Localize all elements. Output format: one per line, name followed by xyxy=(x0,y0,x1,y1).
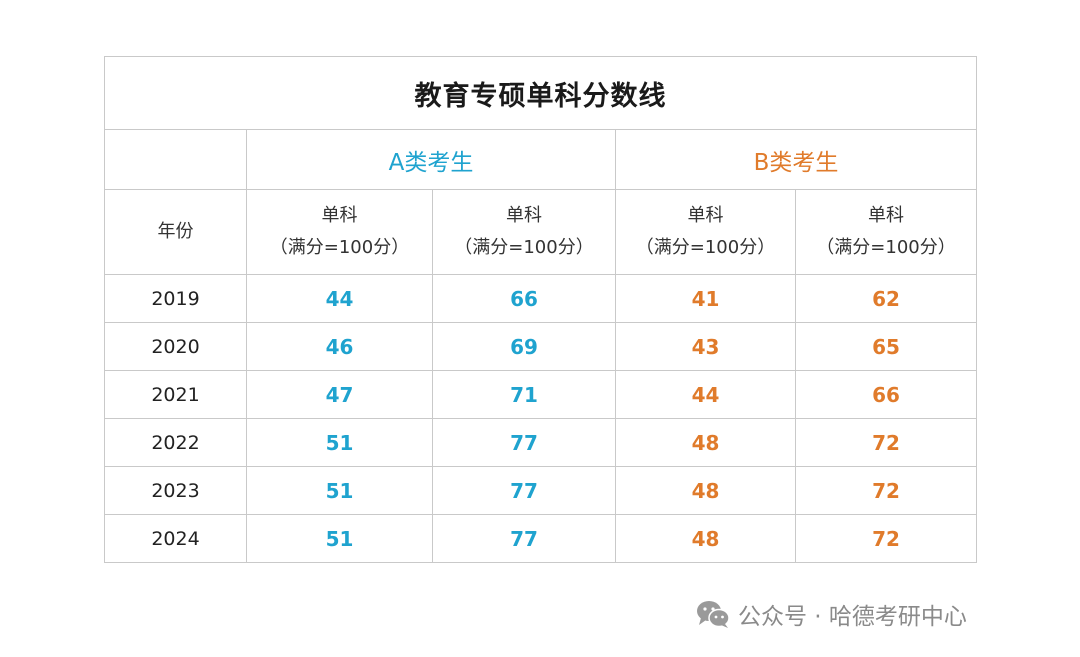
year-cell: 2024 xyxy=(104,514,247,563)
score-cell-a1: 44 xyxy=(246,274,433,323)
score-cell-a2: 77 xyxy=(432,514,616,563)
score-cell-b1: 48 xyxy=(615,418,796,467)
score-cell-b2: 65 xyxy=(794,322,978,371)
table-title: 教育专硕单科分数线 xyxy=(414,80,667,112)
table-row: 2021 47 71 44 66 xyxy=(104,370,978,419)
year-cell: 2022 xyxy=(104,418,247,467)
sub-header-b1: 单科 （满分=100分） xyxy=(615,189,796,275)
score-cell-a1: 51 xyxy=(246,466,433,515)
table-row: 2024 51 77 48 72 xyxy=(104,514,978,563)
year-cell: 2020 xyxy=(104,322,247,371)
group-header-row: A类考生 B类考生 xyxy=(104,129,978,190)
year-header-cell: 年份 xyxy=(104,189,247,275)
column-header-row: 年份 单科 （满分=100分） 单科 （满分=100分） 单科 （满分=100分… xyxy=(104,189,978,275)
score-cell-a2: 71 xyxy=(432,370,616,419)
group-b-header-cell: B类考生 xyxy=(614,129,978,190)
score-cell-b2: 66 xyxy=(794,370,978,419)
sub-header-b2: 单科 （满分=100分） xyxy=(794,189,978,275)
table-row: 2020 46 69 43 65 xyxy=(104,322,978,371)
table-row: 2022 51 77 48 72 xyxy=(104,418,978,467)
sub-header-line1: 单科 xyxy=(321,205,358,226)
score-cell-a2: 66 xyxy=(432,274,616,323)
table-row: 2023 51 77 48 72 xyxy=(104,466,978,515)
score-cell-b1: 44 xyxy=(615,370,796,419)
table-row: 2019 44 66 41 62 xyxy=(104,274,978,323)
sub-header-line2: （满分=100分） xyxy=(269,237,410,258)
sub-header-a1: 单科 （满分=100分） xyxy=(246,189,433,275)
score-cell-a2: 77 xyxy=(432,466,616,515)
score-table: 教育专硕单科分数线 A类考生 B类考生 年份 单科 （满分=100分） 单科 （… xyxy=(103,56,978,563)
score-cell-a2: 77 xyxy=(432,418,616,467)
score-cell-a1: 51 xyxy=(246,514,433,563)
score-cell-b2: 72 xyxy=(794,418,978,467)
year-header: 年份 xyxy=(157,221,194,242)
year-cell: 2023 xyxy=(104,466,247,515)
year-cell: 2019 xyxy=(104,274,247,323)
score-cell-b1: 48 xyxy=(615,466,796,515)
year-cell: 2021 xyxy=(104,370,247,419)
score-cell-b2: 72 xyxy=(794,466,978,515)
sub-header-line1: 单科 xyxy=(506,205,542,226)
score-cell-a1: 46 xyxy=(246,322,433,371)
group-a-header-cell: A类考生 xyxy=(246,129,616,190)
score-cell-a2: 69 xyxy=(432,322,616,371)
score-cell-a1: 47 xyxy=(246,370,433,419)
title-row: 教育专硕单科分数线 xyxy=(103,56,978,130)
score-cell-a1: 51 xyxy=(246,418,433,467)
score-cell-b1: 43 xyxy=(615,322,796,371)
footer-text: 公众号 · 哈德考研中心 xyxy=(738,604,967,630)
score-cell-b2: 72 xyxy=(794,514,978,563)
sub-header-line2: （满分=100分） xyxy=(635,237,776,258)
sub-header-line1: 单科 xyxy=(868,205,905,226)
sub-header-line2: （满分=100分） xyxy=(454,237,594,258)
score-cell-b1: 48 xyxy=(615,514,796,563)
score-cell-b1: 41 xyxy=(615,274,796,323)
empty-corner-cell xyxy=(104,129,247,190)
group-b-header: B类考生 xyxy=(753,149,839,176)
group-a-header: A类考生 xyxy=(388,149,474,176)
sub-header-line2: （满分=100分） xyxy=(816,237,956,258)
wechat-icon xyxy=(696,599,730,629)
sub-header-line1: 单科 xyxy=(687,205,724,226)
sub-header-a2: 单科 （满分=100分） xyxy=(432,189,616,275)
footer-watermark: 公众号 · 哈德考研中心 xyxy=(696,594,967,634)
score-cell-b2: 62 xyxy=(794,274,978,323)
table-title-cell: 教育专硕单科分数线 xyxy=(103,56,978,130)
